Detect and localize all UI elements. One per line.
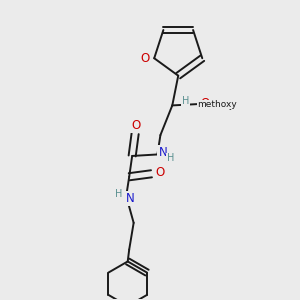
Text: N: N (125, 192, 134, 205)
Text: N: N (158, 146, 167, 159)
Text: H: H (115, 189, 122, 199)
Text: methyl: methyl (206, 101, 237, 110)
Text: O: O (200, 97, 210, 110)
Text: O: O (131, 119, 140, 132)
Text: H: H (167, 153, 175, 163)
Text: methoxy: methoxy (197, 100, 237, 109)
Text: O: O (140, 52, 149, 65)
Text: H: H (182, 96, 189, 106)
Text: O: O (155, 167, 164, 179)
